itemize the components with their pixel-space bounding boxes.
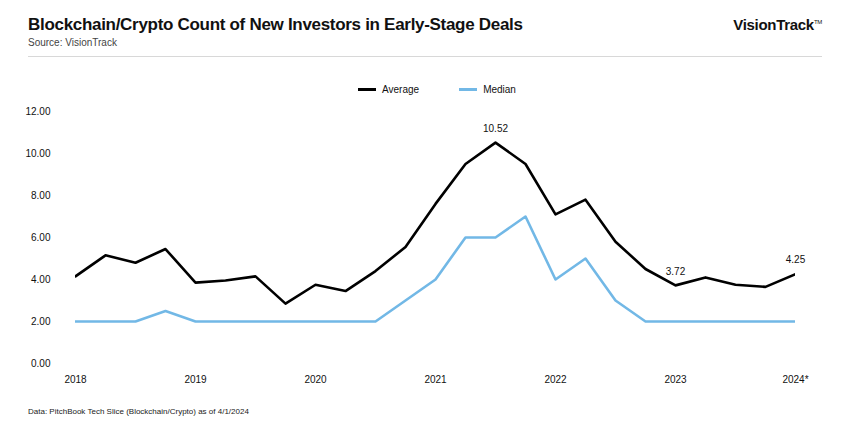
svg-text:2023: 2023 — [664, 374, 687, 385]
html-text:Average: Average — [382, 83, 420, 95]
svg-text:12.00: 12.00 — [25, 106, 50, 117]
svg-text:2021: 2021 — [424, 374, 447, 385]
svg-text:2022: 2022 — [544, 374, 567, 385]
svg-text:6.00: 6.00 — [31, 232, 51, 243]
html-text:Source: VisionTrack: Source: VisionTrack — [28, 37, 117, 48]
svg-text:10.52: 10.52 — [483, 123, 508, 134]
svg-text:10.00: 10.00 — [25, 148, 50, 159]
html-text:Blockchain/Crypto Count of New: Blockchain/Crypto Count of New Investors… — [28, 15, 523, 34]
svg-text:8.00: 8.00 — [31, 190, 51, 201]
svg-text:2019: 2019 — [184, 374, 207, 385]
svg-text:3.72: 3.72 — [666, 266, 686, 277]
svg-text:2.00: 2.00 — [31, 316, 51, 327]
svg-text:2020: 2020 — [304, 374, 327, 385]
svg-text:2018: 2018 — [64, 374, 87, 385]
html-text:Data: PitchBook Tech Slice (Bl: Data: PitchBook Tech Slice (Blockchain/C… — [28, 407, 249, 416]
html-text:Median: Median — [483, 83, 516, 95]
svg-text:4.25: 4.25 — [786, 254, 806, 265]
svg-text:4.00: 4.00 — [31, 274, 51, 285]
svg-text:0.00: 0.00 — [31, 358, 51, 369]
html-text:TM: TM — [813, 19, 822, 25]
html-text:VisionTrack: VisionTrack — [733, 16, 814, 33]
svg-text:2024*: 2024* — [782, 374, 808, 385]
